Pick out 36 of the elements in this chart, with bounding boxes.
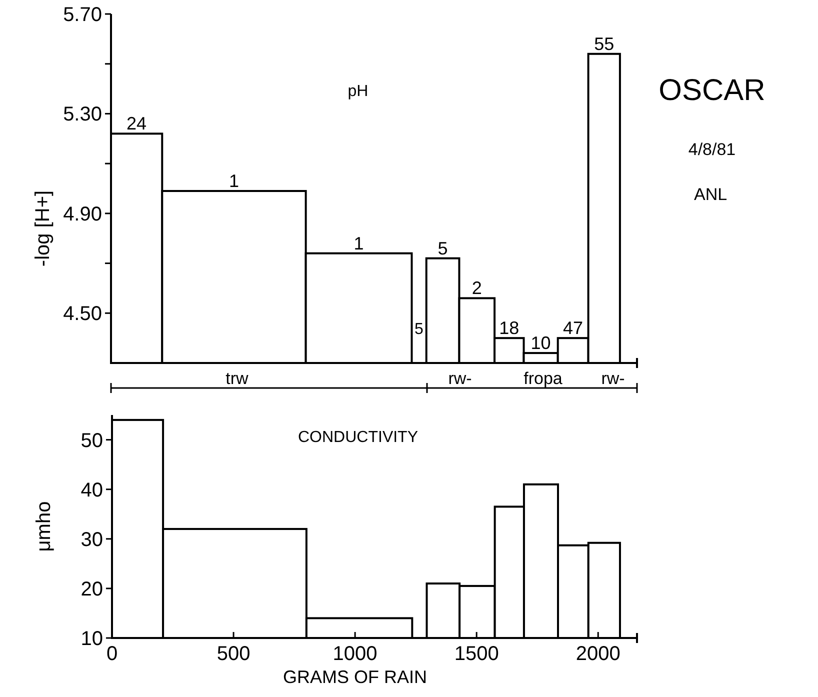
annotation: 10	[530, 333, 551, 354]
y-tick-label: 5.30	[63, 104, 102, 126]
annotation: 1	[354, 233, 364, 254]
y-tick-label: 30	[80, 528, 103, 551]
y-tick-label: 10	[80, 628, 103, 650]
x-tick-label: 2000	[576, 643, 620, 665]
text: CONDUCTIVITY	[298, 429, 418, 446]
y-tick-label: 5.70	[63, 4, 102, 26]
x-tick-label: 1500	[454, 643, 499, 665]
annotation: 2	[472, 278, 482, 298]
y-tick-label: 20	[80, 578, 103, 600]
annotation: 18	[499, 318, 520, 338]
x-tick-label: 1000	[332, 643, 378, 665]
annotation: 5	[414, 321, 424, 338]
y-tick-label: 40	[80, 479, 103, 502]
text: rw-	[448, 369, 472, 388]
y-axis-title: -log [H+]	[32, 190, 54, 267]
text: ANL	[694, 185, 728, 204]
text: pH	[348, 83, 368, 100]
text: fropa	[524, 369, 563, 388]
annotation: 47	[563, 318, 584, 338]
x-tick-label: 500	[216, 643, 250, 665]
x-axis-title: GRAMS OF RAIN	[283, 667, 428, 687]
y-tick-label: 50	[80, 430, 103, 452]
y-axis-title: μmho	[33, 501, 55, 552]
annotation: 5	[438, 238, 448, 258]
text: trw	[226, 369, 250, 388]
y-tick-label: 4.90	[63, 203, 102, 226]
text: rw-	[601, 369, 625, 388]
annotation: 24	[126, 114, 147, 134]
x-tick-label: 0	[106, 643, 118, 665]
annotation: 55	[594, 34, 614, 54]
text: OSCAR	[658, 74, 766, 107]
text: 4/8/81	[688, 140, 736, 159]
annotation: 1	[228, 170, 239, 191]
y-tick-label: 4.50	[63, 303, 102, 326]
